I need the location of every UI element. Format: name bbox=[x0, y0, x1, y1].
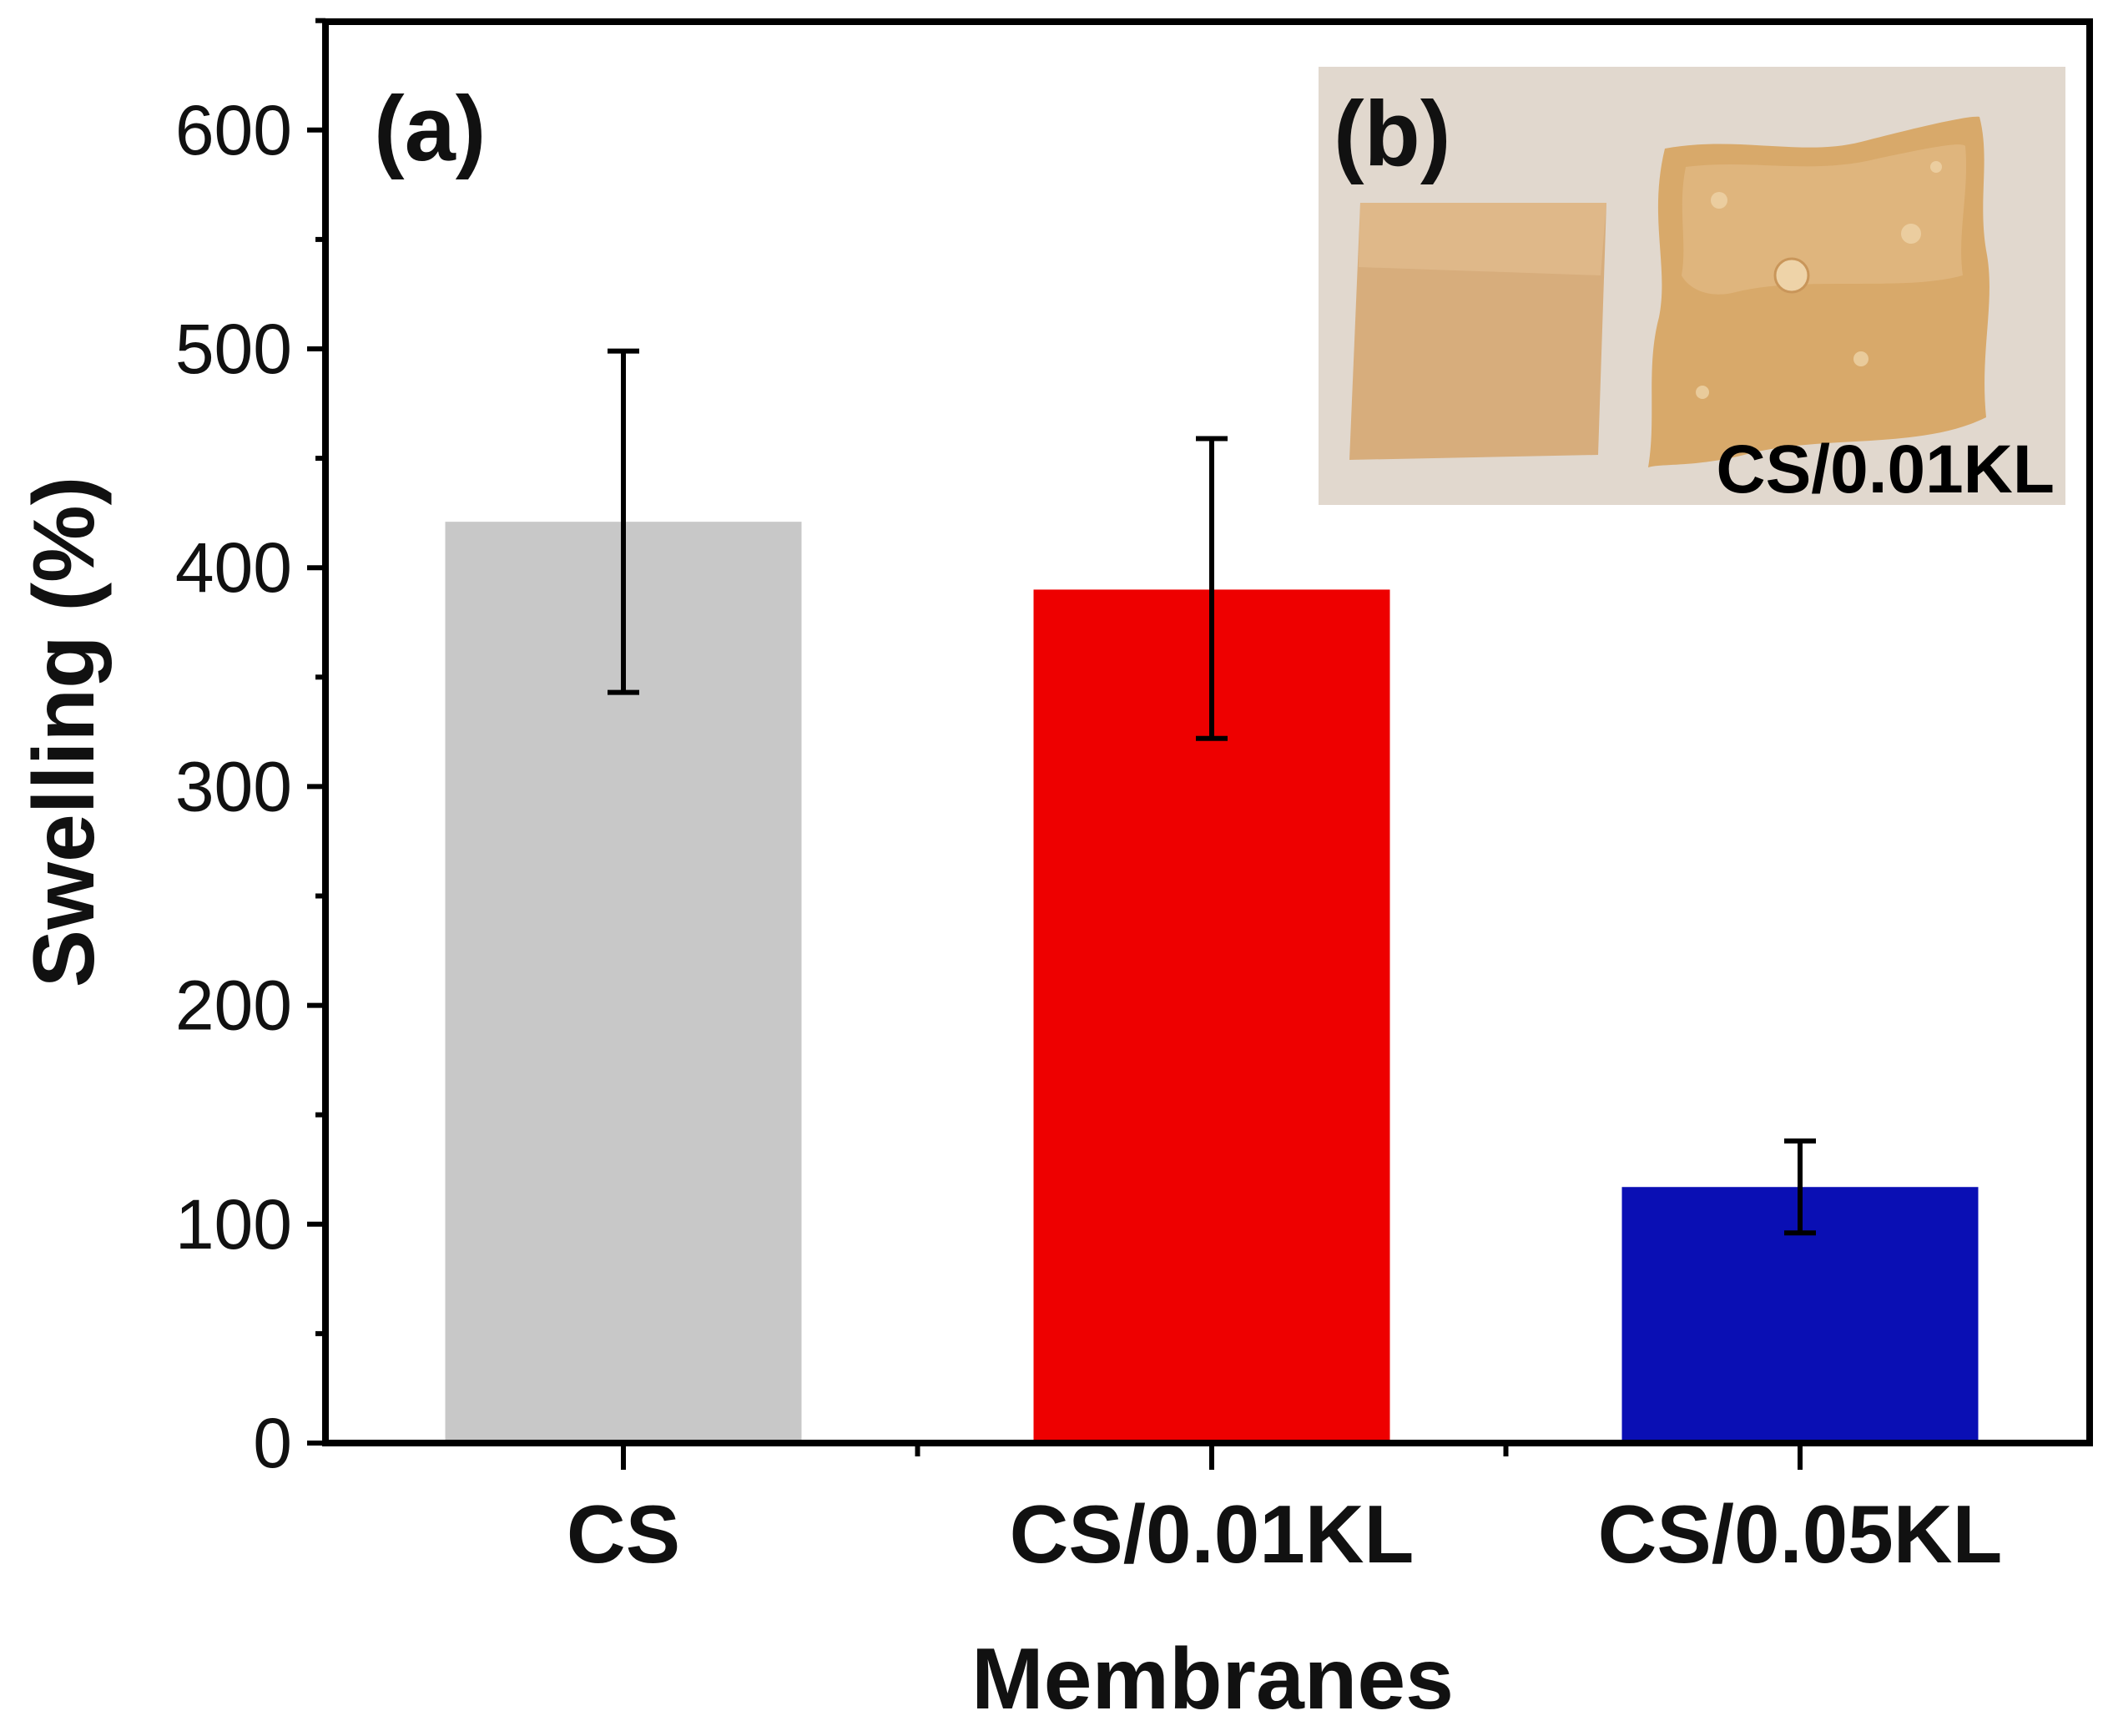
panel-label-b: (b) bbox=[1334, 83, 1450, 185]
y-tick-label: 100 bbox=[175, 1185, 292, 1264]
error-bars bbox=[608, 348, 1816, 1236]
x-category-label: CS/0.01KL bbox=[1010, 1488, 1415, 1580]
x-category-label: CS bbox=[567, 1488, 680, 1580]
y-tick-label: 600 bbox=[175, 91, 292, 169]
membrane-bubble bbox=[1901, 224, 1921, 244]
y-tick-label: 0 bbox=[253, 1404, 292, 1482]
y-axis-title: Swelling (%) bbox=[16, 477, 113, 987]
membrane-bubble bbox=[1696, 386, 1709, 399]
panel-label-a: (a) bbox=[374, 78, 486, 180]
membrane-bubble bbox=[1853, 351, 1868, 366]
category-labels: CS CS/0.01KL CS/0.05KL bbox=[567, 1488, 2002, 1580]
membrane-sample-swollen-highlight bbox=[1682, 144, 1967, 295]
membrane-bubble bbox=[1711, 192, 1727, 209]
y-tick-label: 300 bbox=[175, 747, 292, 825]
x-category-label: CS/0.05KL bbox=[1598, 1488, 2003, 1580]
x-axis-title: Membranes bbox=[971, 1631, 1454, 1728]
inset-photo: (b) CS/0.01KL bbox=[1319, 67, 2065, 507]
y-tick-label: 500 bbox=[175, 310, 292, 388]
membrane-bubble bbox=[1930, 161, 1942, 173]
membrane-bubble bbox=[1773, 257, 1810, 294]
inset-caption: CS/0.01KL bbox=[1716, 431, 2055, 507]
y-ticks: 0 100 200 300 400 500 600 bbox=[175, 18, 325, 1482]
y-tick-label: 200 bbox=[175, 966, 292, 1045]
membrane-sample-flat-sheen bbox=[1359, 203, 1606, 275]
x-ticks bbox=[621, 1443, 1803, 1470]
y-tick-label: 400 bbox=[175, 528, 292, 607]
